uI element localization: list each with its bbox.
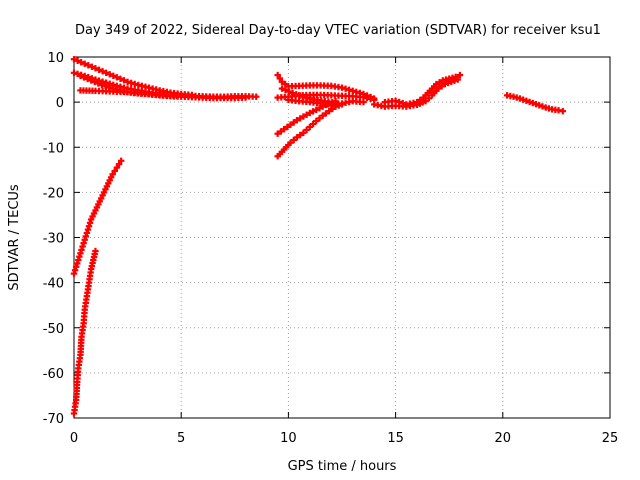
data-point bbox=[293, 91, 300, 98]
data-point bbox=[113, 164, 121, 171]
data-point bbox=[332, 98, 339, 105]
data-point bbox=[285, 88, 293, 95]
data-point bbox=[92, 65, 99, 72]
x-tick-label: 20 bbox=[495, 431, 512, 446]
y-tick-label: -10 bbox=[43, 141, 64, 156]
data-point bbox=[289, 89, 296, 97]
x-tick-label: 15 bbox=[387, 431, 404, 446]
data-point bbox=[370, 95, 378, 102]
data-point bbox=[77, 59, 85, 66]
plot-frame bbox=[73, 56, 611, 419]
chart-title: Day 349 of 2022, Sidereal Day-to-day VTE… bbox=[75, 23, 601, 38]
series-arc-end bbox=[503, 92, 567, 115]
series-arc-drop-2 bbox=[274, 101, 346, 160]
data-point bbox=[454, 76, 461, 83]
data-point bbox=[363, 92, 371, 99]
data-point bbox=[81, 60, 88, 67]
data-point bbox=[88, 63, 96, 70]
data-point bbox=[109, 171, 116, 178]
x-axis-ticks: 0 5 10 15 20 25 bbox=[70, 57, 618, 446]
data-point bbox=[87, 77, 95, 84]
data-point bbox=[456, 71, 464, 79]
data-point bbox=[115, 160, 123, 168]
series-arc-drop-1 bbox=[274, 98, 339, 137]
data-point bbox=[74, 57, 81, 64]
data-point bbox=[106, 71, 113, 78]
y-axis-label: SDTVAR / TECUs bbox=[7, 184, 22, 291]
data-point bbox=[85, 62, 92, 69]
x-tick-label: 0 bbox=[70, 431, 78, 446]
data-point bbox=[367, 93, 374, 101]
y-tick-label: 10 bbox=[47, 51, 64, 66]
data-point bbox=[296, 92, 304, 99]
data-point bbox=[99, 68, 106, 75]
data-points bbox=[70, 56, 567, 417]
data-point bbox=[559, 107, 567, 115]
data-point bbox=[360, 90, 367, 98]
x-tick-label: 10 bbox=[280, 431, 297, 446]
grid bbox=[74, 57, 610, 418]
y-tick-label: -30 bbox=[43, 232, 64, 247]
data-point bbox=[92, 247, 99, 255]
data-point bbox=[102, 69, 110, 76]
x-tick-label: 5 bbox=[177, 431, 185, 446]
data-point bbox=[338, 101, 346, 108]
y-tick-label: -60 bbox=[43, 367, 64, 382]
data-point bbox=[274, 71, 281, 79]
data-point bbox=[91, 78, 98, 86]
series-arc-late-2 bbox=[370, 76, 461, 110]
x-tick-label: 25 bbox=[602, 431, 619, 446]
y-tick-label: -50 bbox=[43, 322, 64, 337]
data-point bbox=[111, 167, 118, 175]
data-point bbox=[120, 77, 128, 84]
y-axis-ticks: 10 0 -10 -20 -30 -40 -50 -60 -70 bbox=[43, 51, 610, 427]
data-point bbox=[77, 72, 84, 80]
data-point bbox=[117, 75, 124, 83]
data-point bbox=[278, 85, 286, 92]
y-tick-label: 0 bbox=[56, 96, 64, 111]
data-point bbox=[70, 56, 78, 63]
data-point bbox=[117, 157, 125, 164]
data-point bbox=[110, 72, 117, 80]
data-point bbox=[95, 66, 103, 73]
data-point bbox=[80, 74, 88, 81]
y-tick-label: -40 bbox=[43, 277, 64, 292]
data-point bbox=[95, 80, 102, 87]
series-arc-steep-left bbox=[70, 247, 99, 417]
data-point bbox=[113, 74, 121, 81]
y-tick-label: -70 bbox=[43, 412, 64, 427]
series-arc-rising bbox=[70, 157, 125, 277]
data-point bbox=[253, 93, 260, 100]
data-point bbox=[276, 75, 284, 82]
data-point bbox=[84, 75, 91, 83]
series-arc-flat bbox=[77, 87, 249, 102]
data-point bbox=[242, 94, 249, 101]
x-axis-label: GPS time / hours bbox=[288, 459, 397, 474]
data-point bbox=[360, 98, 367, 106]
series-arc-mid-2 bbox=[274, 71, 378, 102]
y-tick-label: -20 bbox=[43, 186, 64, 201]
data-point bbox=[98, 81, 106, 89]
data-point bbox=[282, 86, 289, 94]
